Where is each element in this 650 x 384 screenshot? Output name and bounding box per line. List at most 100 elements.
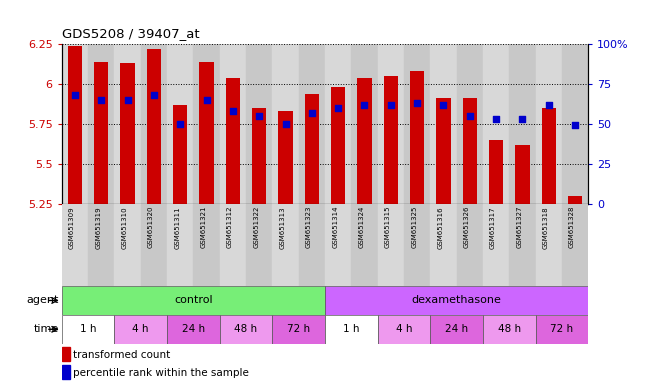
Text: time: time xyxy=(33,324,58,334)
Point xyxy=(491,116,501,122)
Bar xyxy=(358,78,372,204)
Bar xyxy=(194,44,220,204)
Text: GSM651313: GSM651313 xyxy=(280,206,285,248)
Text: 24 h: 24 h xyxy=(182,324,205,334)
Bar xyxy=(246,204,272,286)
Bar xyxy=(352,204,378,286)
Point xyxy=(96,97,107,103)
Bar xyxy=(325,204,351,286)
Bar xyxy=(384,76,398,204)
Text: 1 h: 1 h xyxy=(80,324,96,334)
Bar xyxy=(167,315,220,344)
Text: GSM651322: GSM651322 xyxy=(254,206,259,248)
Bar xyxy=(489,140,503,204)
Point xyxy=(570,122,580,129)
Bar xyxy=(246,44,272,204)
Text: GSM651325: GSM651325 xyxy=(411,206,417,248)
Bar xyxy=(220,315,272,344)
Bar xyxy=(378,204,404,286)
Text: GSM651310: GSM651310 xyxy=(122,206,127,248)
Bar xyxy=(378,315,430,344)
Bar xyxy=(299,204,325,286)
Point xyxy=(412,100,423,106)
Text: 48 h: 48 h xyxy=(498,324,521,334)
Text: GSM651315: GSM651315 xyxy=(385,206,391,248)
Bar xyxy=(436,98,450,204)
Bar xyxy=(272,315,325,344)
Bar xyxy=(88,44,114,204)
Bar xyxy=(147,49,161,204)
Text: 72 h: 72 h xyxy=(551,324,573,334)
Bar xyxy=(200,62,214,204)
Bar xyxy=(140,204,167,286)
Bar xyxy=(568,195,582,204)
Point xyxy=(149,92,159,98)
Bar xyxy=(562,44,588,204)
Bar xyxy=(536,204,562,286)
Bar xyxy=(62,286,325,315)
Bar xyxy=(483,44,510,204)
Text: GSM651323: GSM651323 xyxy=(306,206,312,248)
Bar xyxy=(167,204,194,286)
Point xyxy=(122,97,133,103)
Bar xyxy=(510,44,536,204)
Text: GDS5208 / 39407_at: GDS5208 / 39407_at xyxy=(62,27,200,40)
Text: 72 h: 72 h xyxy=(287,324,310,334)
Bar xyxy=(430,44,457,204)
Text: GSM651321: GSM651321 xyxy=(201,206,207,248)
Bar xyxy=(410,71,424,204)
Bar xyxy=(220,204,246,286)
Point xyxy=(517,116,528,122)
Text: agent: agent xyxy=(26,295,58,306)
Bar xyxy=(515,144,530,204)
Point xyxy=(465,113,475,119)
Bar xyxy=(114,44,141,204)
Bar xyxy=(114,204,141,286)
Bar xyxy=(325,315,378,344)
Bar xyxy=(510,204,536,286)
Text: GSM651317: GSM651317 xyxy=(490,206,496,248)
Text: GSM651326: GSM651326 xyxy=(464,206,470,248)
Bar xyxy=(430,315,483,344)
Bar xyxy=(68,46,82,204)
Bar xyxy=(220,44,246,204)
Bar xyxy=(62,315,114,344)
Bar xyxy=(541,108,556,204)
Text: 1 h: 1 h xyxy=(343,324,359,334)
Bar xyxy=(325,286,588,315)
Bar xyxy=(278,111,292,204)
Bar xyxy=(404,204,430,286)
Point xyxy=(70,92,80,98)
Bar xyxy=(352,44,378,204)
Bar xyxy=(94,62,109,204)
Text: 4 h: 4 h xyxy=(396,324,412,334)
Bar xyxy=(114,315,167,344)
Bar xyxy=(62,44,88,204)
Bar xyxy=(62,347,70,361)
Text: GSM651319: GSM651319 xyxy=(96,206,101,248)
Bar xyxy=(173,105,187,204)
Bar xyxy=(562,204,588,286)
Text: GSM651311: GSM651311 xyxy=(174,206,180,248)
Bar xyxy=(483,204,510,286)
Text: percentile rank within the sample: percentile rank within the sample xyxy=(73,368,249,378)
Text: 24 h: 24 h xyxy=(445,324,468,334)
Point xyxy=(333,105,343,111)
Point xyxy=(359,102,370,108)
Text: 48 h: 48 h xyxy=(235,324,257,334)
Text: GSM651314: GSM651314 xyxy=(332,206,338,248)
Point xyxy=(280,121,291,127)
Point xyxy=(307,109,317,116)
Text: GSM651318: GSM651318 xyxy=(543,206,549,248)
Text: GSM651328: GSM651328 xyxy=(569,206,575,248)
Bar xyxy=(272,204,299,286)
Bar xyxy=(483,315,536,344)
Point xyxy=(227,108,238,114)
Text: GSM651320: GSM651320 xyxy=(148,206,154,248)
Bar xyxy=(62,204,88,286)
Text: transformed count: transformed count xyxy=(73,350,170,360)
Bar xyxy=(226,78,240,204)
Bar xyxy=(252,108,266,204)
Bar xyxy=(88,204,114,286)
Bar xyxy=(194,204,220,286)
